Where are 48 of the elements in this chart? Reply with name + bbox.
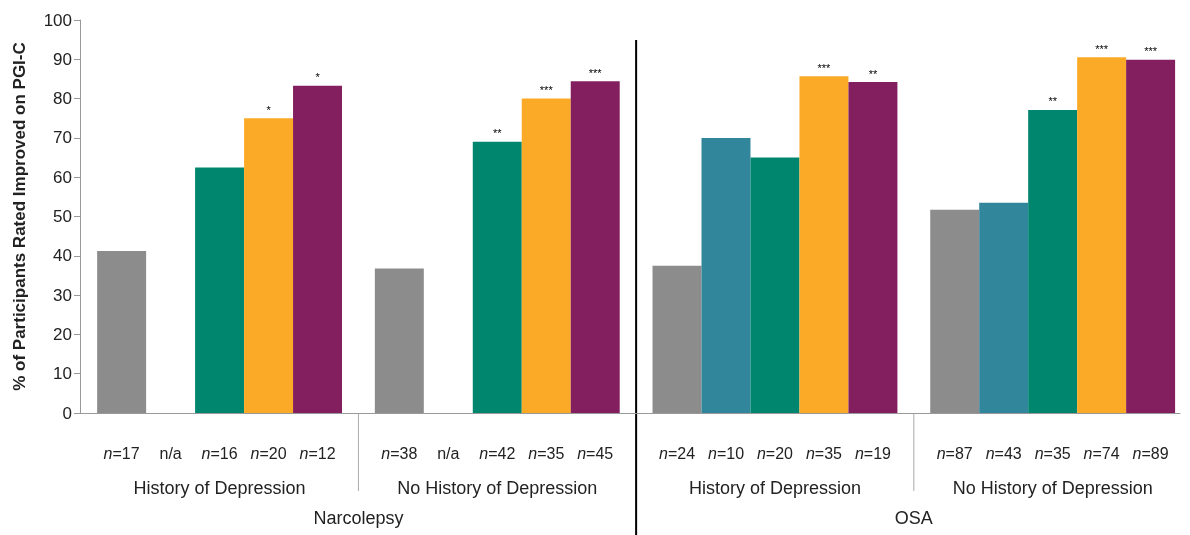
x-tick-label: n=10 [707,444,745,462]
x-tick-label: n/a [159,444,182,462]
x-tick-label: n=17 [103,444,140,462]
data-label: *** [1095,42,1109,55]
data-label: *** [1144,45,1158,58]
y-tick-label: 80 [53,89,72,109]
y-tick-label: 60 [53,167,72,187]
x-tick-label: n=19 [854,444,892,462]
x-tick-label: n=45 [577,444,614,462]
x-tick-label: n=89 [1132,444,1169,462]
x-tick-label: n=35 [1034,444,1071,462]
text: No History of Depression [397,478,598,498]
data-label: *** [817,61,832,74]
x-tick-label: n=24 [658,444,696,462]
x-tick-label: n=74 [1083,444,1120,462]
text: OSA [894,508,933,528]
data-label: ** [492,127,503,140]
y-tick-label: 70 [53,128,72,148]
text: History of Depression [133,478,306,498]
y-tick-label: 20 [53,324,72,344]
x-tick-label: n=43 [985,444,1022,462]
x-tick-label: n=38 [381,444,418,462]
x-tick-label: n=35 [805,444,843,462]
data-label: ** [1048,95,1058,108]
data-label: *** [539,84,554,97]
text: History of Depression [688,478,862,498]
y-tick-label: 40 [53,246,72,266]
y-tick-label: 10 [53,364,72,384]
text: No History of Depression [952,478,1153,498]
x-tick-label: n=87 [936,444,973,462]
text: Narcolepsy [313,508,404,528]
y-tick-label: 0 [62,403,72,423]
y-tick-label: 90 [53,49,72,69]
y-axis-title: % of Participants Rated Improved on PGI-C [10,42,29,391]
x-tick-label: n=12 [299,444,336,462]
data-label: * [266,103,272,116]
y-tick-label: 30 [53,285,72,305]
x-tick-label: n/a [437,444,460,462]
x-tick-label: n=20 [250,444,287,462]
data-label: ** [868,67,878,80]
y-tick-label: 50 [53,207,72,226]
x-tick-label: n=35 [528,444,565,462]
y-tick-label: 100 [43,10,72,30]
x-tick-label: n=16 [201,444,238,462]
data-label: *** [588,66,603,79]
data-label: * [315,71,321,84]
x-tick-label: n=42 [479,444,516,462]
x-tick-label: n=20 [756,444,794,462]
